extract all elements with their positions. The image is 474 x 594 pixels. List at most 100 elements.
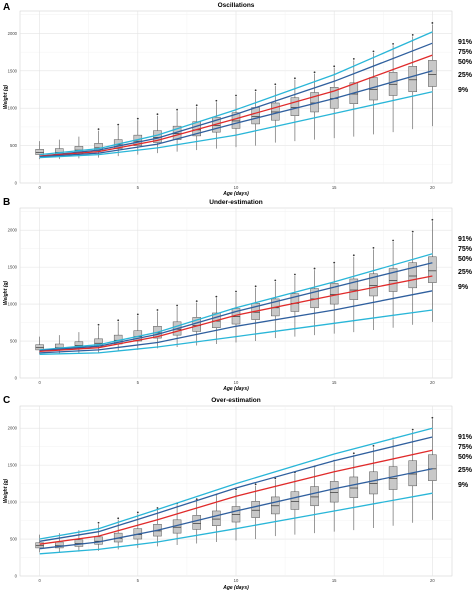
y-axis-title: Weight (g) xyxy=(3,280,9,305)
box-outlier xyxy=(195,300,198,303)
x-tick-label: 20 xyxy=(430,380,435,385)
box-outlier xyxy=(176,304,178,307)
box-iqr xyxy=(35,542,44,549)
box-outlier xyxy=(156,507,159,509)
curve-50pct xyxy=(39,54,433,157)
box-iqr xyxy=(251,107,260,125)
box-outlier xyxy=(313,267,316,270)
box-iqr xyxy=(369,471,378,495)
boxplot-day-14 xyxy=(310,267,319,336)
curve-label-91pct: 91% xyxy=(458,39,473,46)
box-outlier xyxy=(195,104,198,107)
chart-panel-a: A Oscillations 0 500 1000 1500 2000 0 5 10 15 20 Age… xyxy=(3,2,473,197)
box-iqr xyxy=(388,268,398,292)
y-axis-title: Weight (g) xyxy=(3,84,9,109)
boxplot-day-16 xyxy=(349,254,359,333)
box-outlier xyxy=(431,22,434,24)
box-iqr xyxy=(251,501,260,518)
boxplot-day-10 xyxy=(231,488,241,541)
x-tick-label: 0 xyxy=(38,185,41,190)
curve-label-50pct: 50% xyxy=(458,454,473,461)
box-outlier xyxy=(372,246,375,249)
box-outlier xyxy=(333,65,336,68)
box-outlier xyxy=(294,77,296,80)
box-outlier xyxy=(136,117,139,120)
box-iqr xyxy=(428,454,437,481)
box-outlier xyxy=(254,89,257,92)
box-outlier xyxy=(372,50,375,53)
boxplot-day-15 xyxy=(329,261,339,334)
curve-label-25pct: 25% xyxy=(458,467,473,474)
box-iqr xyxy=(428,60,437,87)
box-outlier xyxy=(411,34,414,36)
percentile-curves xyxy=(39,31,433,159)
curve-label-9pct: 9% xyxy=(458,87,469,94)
y-tick-label: 500 xyxy=(10,143,18,148)
box-iqr xyxy=(94,536,103,545)
box-iqr xyxy=(310,486,319,507)
y-tick-label: 0 xyxy=(15,376,18,381)
x-axis-title: Age (days) xyxy=(222,386,249,392)
box-outlier xyxy=(411,428,414,431)
box-iqr xyxy=(231,112,241,129)
box-outlier xyxy=(136,511,139,514)
box-iqr xyxy=(408,262,417,289)
curve-25pct xyxy=(39,468,433,550)
chart-title: Over-estimation xyxy=(211,397,261,404)
curve-label-25pct: 25% xyxy=(458,269,473,276)
curve-9pct xyxy=(39,309,433,355)
y-axis-title: Weight (g) xyxy=(3,478,9,503)
curve-label-91pct: 91% xyxy=(458,434,473,441)
box-outlier xyxy=(215,295,218,298)
boxplot-day-18 xyxy=(388,239,398,328)
box-outlier xyxy=(254,483,257,486)
box-iqr xyxy=(192,515,201,530)
box-outlier xyxy=(274,279,277,282)
box-outlier xyxy=(352,254,355,257)
box-iqr xyxy=(349,278,359,300)
box-outlier xyxy=(274,83,277,86)
curve-label-91pct: 91% xyxy=(458,236,473,243)
x-tick-label: 20 xyxy=(430,578,435,583)
y-tick-label: 2000 xyxy=(8,31,18,36)
box-iqr xyxy=(74,539,84,547)
x-tick-label: 15 xyxy=(332,185,337,190)
box-outlier xyxy=(431,218,434,221)
box-outlier xyxy=(156,309,159,311)
boxplot-day-3 xyxy=(94,521,103,551)
box-outlier xyxy=(274,477,277,480)
y-tick-label: 1000 xyxy=(8,500,18,505)
boxplot-day-16 xyxy=(349,452,359,531)
curve-75pct xyxy=(39,42,433,157)
box-iqr xyxy=(349,476,359,498)
chart-title: Oscillations xyxy=(218,2,255,9)
box-iqr xyxy=(271,102,280,121)
x-tick-label: 20 xyxy=(430,185,435,190)
chart-panel-c: C Over-estimation 0 500 1000 1500 2000 0 5 10 15 20… xyxy=(3,395,473,591)
x-tick-label: 10 xyxy=(234,185,239,190)
chart-panel-b: B Under-estimation 0 500 1000 1500 2000 0 5 10 15 2… xyxy=(3,197,473,392)
x-tick-label: 0 xyxy=(38,380,41,385)
curve-9pct xyxy=(39,492,433,555)
x-tick-label: 15 xyxy=(332,578,337,583)
x-tick-label: 15 xyxy=(332,380,337,385)
curve-50pct xyxy=(39,449,433,545)
box-outlier xyxy=(392,239,394,242)
curve-25pct xyxy=(39,70,433,158)
box-iqr xyxy=(329,283,339,305)
percentile-curves xyxy=(39,253,433,355)
box-outlier xyxy=(176,108,178,111)
box-outlier xyxy=(431,416,434,419)
box-outlier xyxy=(235,94,237,97)
box-iqr xyxy=(428,256,437,283)
curve-75pct xyxy=(39,262,433,352)
box-outlier xyxy=(97,521,100,524)
x-tick-label: 0 xyxy=(38,578,41,583)
boxplots xyxy=(35,22,437,160)
boxplot-day-20 xyxy=(428,218,437,322)
curve-25pct xyxy=(39,290,433,354)
y-tick-label: 1500 xyxy=(8,265,18,270)
box-iqr xyxy=(212,510,221,526)
box-outlier xyxy=(156,113,159,116)
